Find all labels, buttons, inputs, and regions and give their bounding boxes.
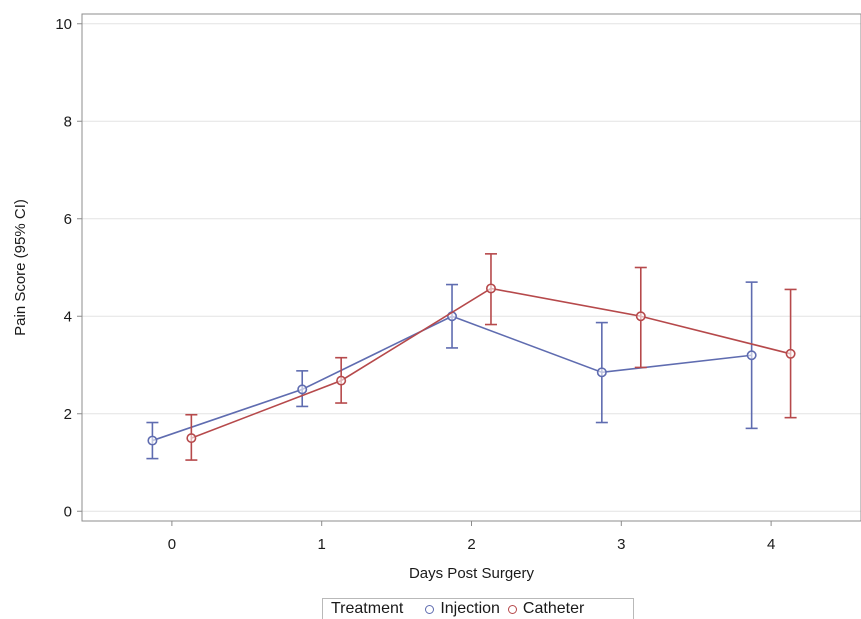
legend: Treatment Injection Catheter xyxy=(322,598,634,619)
x-tick-label: 0 xyxy=(168,536,176,553)
injection-point xyxy=(596,367,607,378)
y-axis: 0 2 4 6 8 10 xyxy=(55,16,82,520)
series-catheter xyxy=(185,253,797,461)
legend-entry-injection: Injection xyxy=(425,600,500,618)
y-tick-label: 10 xyxy=(55,16,72,33)
plot-frame xyxy=(81,13,861,522)
catheter-point xyxy=(635,311,646,322)
x-tick-label: 1 xyxy=(318,536,326,553)
injection-point xyxy=(746,350,757,361)
x-tick-label: 3 xyxy=(617,536,625,553)
x-axis: 0 1 2 3 4 xyxy=(168,521,775,553)
series-layer xyxy=(146,253,797,461)
x-tick-label: 4 xyxy=(767,536,775,553)
y-tick-label: 6 xyxy=(64,211,72,228)
legend-title: Treatment xyxy=(331,600,404,617)
catheter-point xyxy=(485,283,496,294)
y-tick-label: 2 xyxy=(64,406,72,423)
y-tick-label: 0 xyxy=(64,503,72,520)
x-axis-title: Days Post Surgery xyxy=(409,565,535,582)
injection-point xyxy=(147,435,158,446)
catheter-point xyxy=(785,348,796,359)
injection-point xyxy=(297,384,308,395)
gridlines xyxy=(82,23,861,512)
y-tick-label: 4 xyxy=(64,308,72,325)
legend-label-catheter: Catheter xyxy=(522,600,585,617)
catheter-point xyxy=(186,433,197,444)
pain-score-chart: 0 2 4 6 8 10 0 1 2 3 4 Days Post Surgery Pain Sco… xyxy=(12,13,861,582)
legend-label-injection: Injection xyxy=(440,600,500,617)
series-injection xyxy=(146,281,758,460)
catheter-point xyxy=(336,375,347,386)
y-axis-title: Pain Score (95% CI) xyxy=(12,199,29,336)
legend-entry-catheter: Catheter xyxy=(507,600,585,618)
x-tick-label: 2 xyxy=(467,536,475,553)
y-tick-label: 8 xyxy=(64,113,72,130)
injection-marker-icon xyxy=(425,604,435,614)
catheter-marker-icon xyxy=(507,604,517,614)
